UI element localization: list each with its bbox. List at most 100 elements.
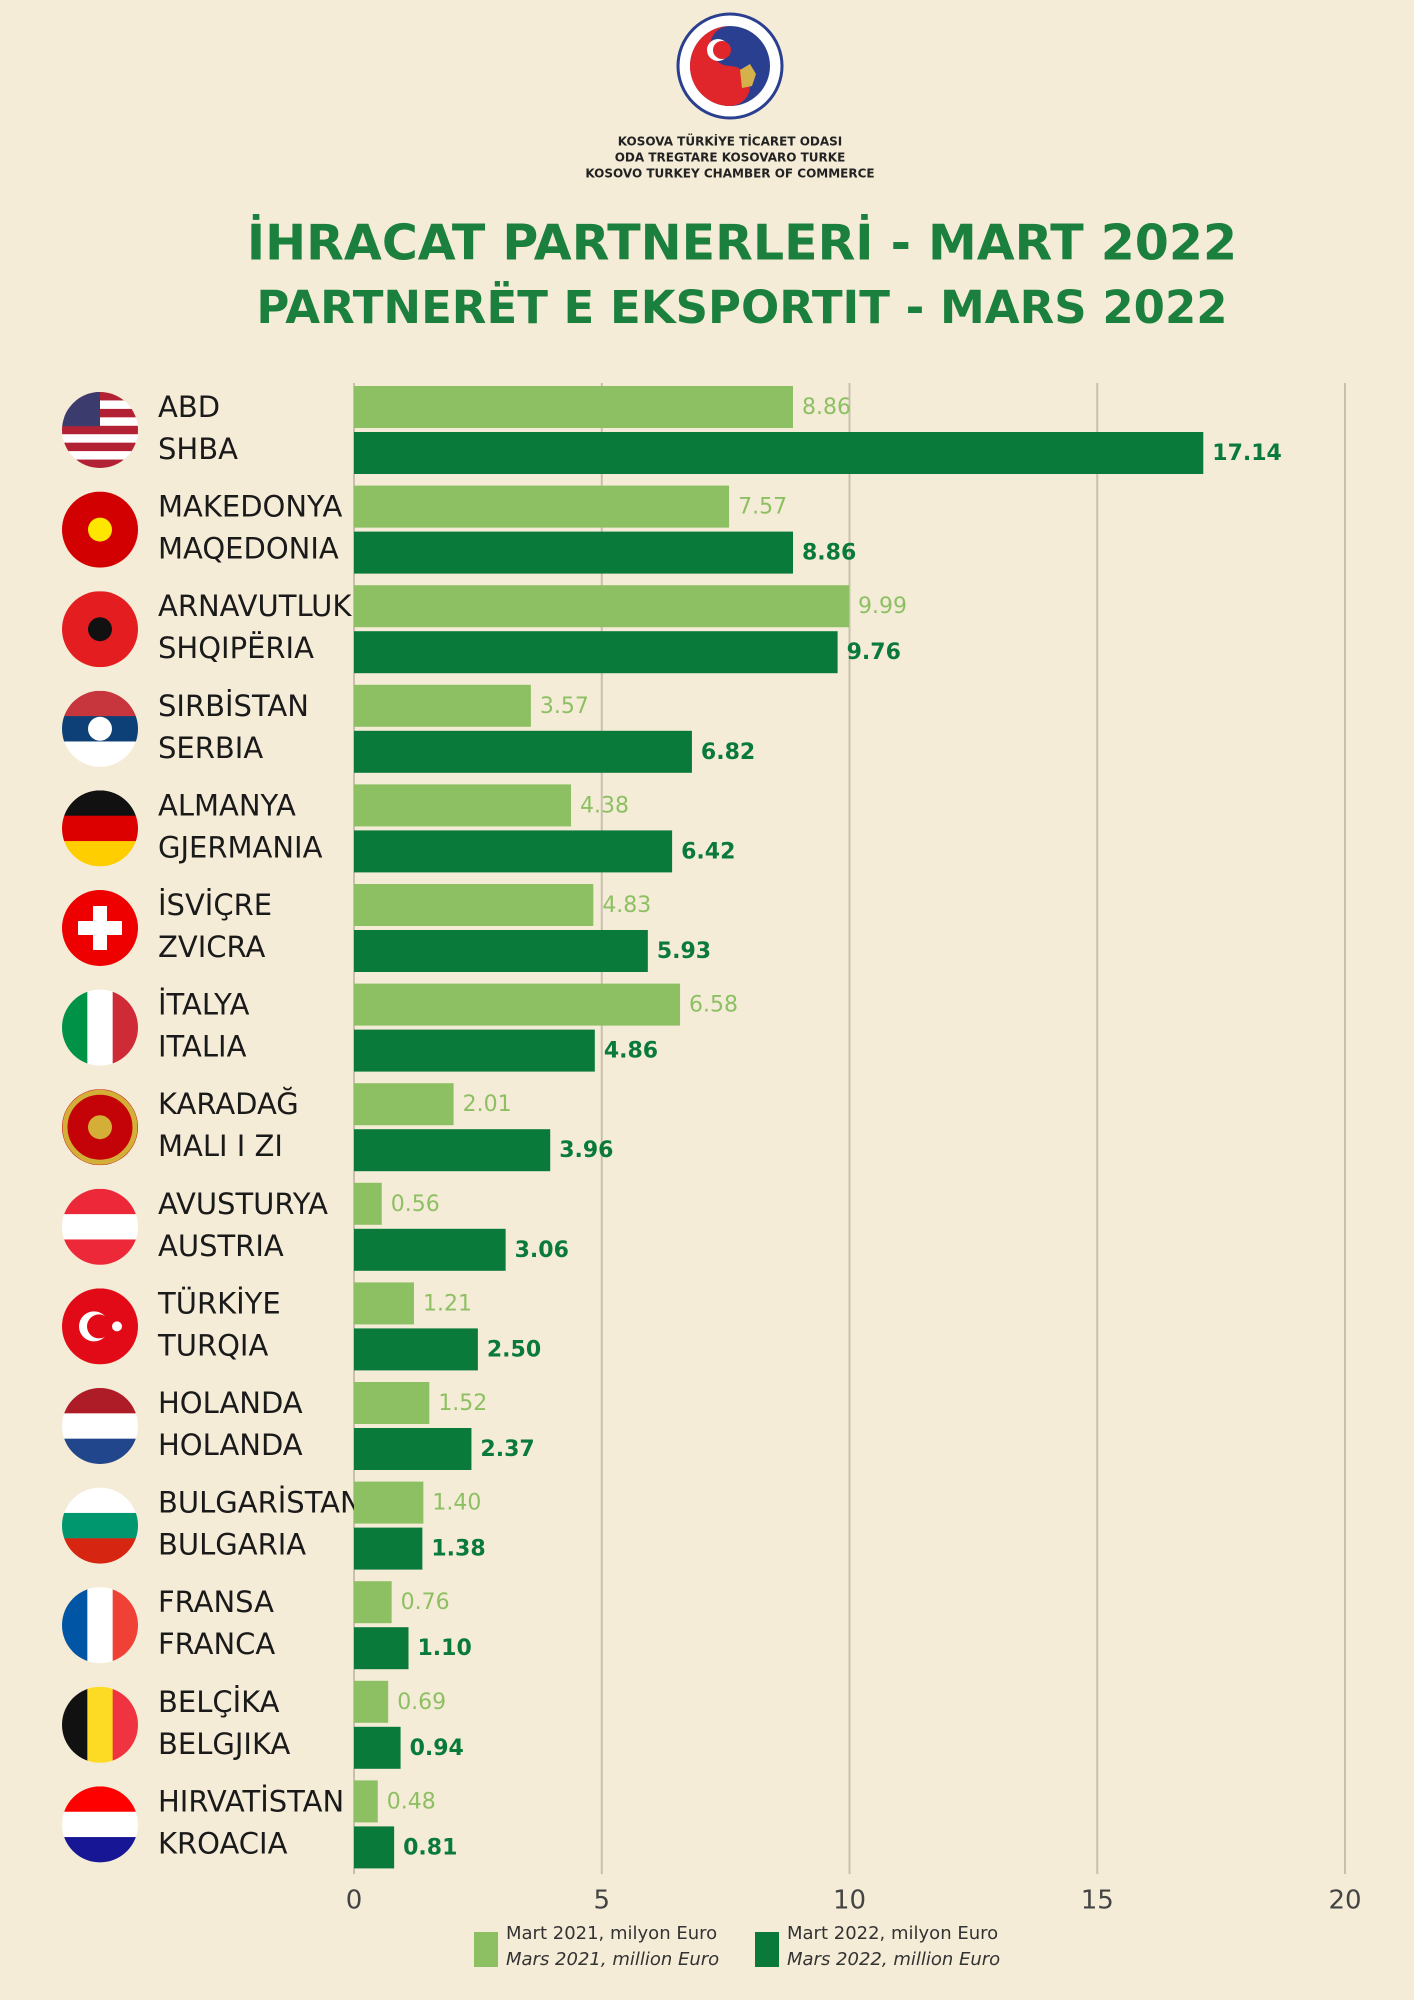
bar — [354, 1182, 382, 1225]
category-label: SERBIA — [158, 731, 263, 765]
flag — [62, 1686, 138, 1763]
x-tick-label: 15 — [1081, 1886, 1114, 1916]
org-names: KOSOVA TÜRKİYE TİCARET ODASI ODA TREGTARE… — [585, 134, 874, 181]
x-tick-label: 0 — [346, 1886, 363, 1916]
flag-star — [112, 1321, 122, 1332]
bar — [354, 1527, 423, 1570]
bar — [354, 1726, 401, 1769]
title: İHRACAT PARTNERLERİ - MART 2022 — [247, 214, 1237, 272]
category-label: BULGARİSTAN — [158, 1486, 362, 1520]
bar — [354, 1382, 430, 1424]
flag-stripe — [62, 434, 138, 444]
flag-cross — [93, 906, 107, 950]
legend-label: Mars 2021, million Euro — [506, 1949, 719, 1970]
bar — [354, 830, 673, 873]
value-label: 1.40 — [432, 1491, 481, 1516]
value-label: 9.76 — [847, 640, 901, 665]
bar — [354, 485, 730, 528]
category-label: SHQIPËRIA — [158, 631, 314, 665]
value-label: 8.86 — [802, 541, 856, 566]
bar — [354, 784, 572, 827]
flag — [62, 1089, 138, 1166]
flag-moon — [87, 1314, 111, 1339]
bar — [354, 1282, 414, 1325]
x-tick-label: 20 — [1328, 1886, 1361, 1916]
value-label: 1.21 — [423, 1291, 472, 1316]
value-label: 3.06 — [515, 1238, 569, 1263]
flag — [62, 1487, 138, 1564]
category-label: BELÇİKA — [158, 1685, 280, 1719]
value-label: 2.50 — [487, 1337, 541, 1362]
category-label: ALMANYA — [158, 788, 296, 822]
flag — [62, 1587, 138, 1664]
bar — [354, 1780, 378, 1823]
flag — [62, 491, 138, 568]
category-label: HOLANDA — [158, 1428, 303, 1462]
flag — [62, 1288, 138, 1365]
legend-swatch — [474, 1932, 498, 1967]
flag-stripe — [62, 442, 138, 452]
flag-stripe — [62, 1214, 138, 1240]
value-label: 4.38 — [580, 793, 629, 818]
value-label: 2.01 — [463, 1092, 512, 1117]
org-line: ODA TREGTARE KOSOVARO TURKE — [615, 151, 846, 165]
bar — [354, 432, 1204, 474]
value-label: 0.81 — [403, 1835, 457, 1860]
value-label: 3.96 — [559, 1138, 613, 1163]
bar — [354, 631, 838, 674]
flag-stripe — [62, 1413, 138, 1440]
value-label: 1.38 — [431, 1537, 485, 1562]
flag — [62, 392, 138, 468]
legend-swatch — [755, 1932, 779, 1967]
category-label: HIRVATİSTAN — [158, 1784, 344, 1818]
category-label: FRANCA — [158, 1627, 275, 1661]
category-label: KROACIA — [158, 1826, 288, 1860]
bar — [354, 1581, 392, 1624]
value-label: 6.58 — [689, 993, 738, 1018]
flag — [62, 890, 138, 966]
bar — [354, 1428, 472, 1470]
flag-emblem — [88, 517, 112, 542]
flag — [62, 591, 138, 668]
flag-stripe — [87, 989, 114, 1066]
bar — [354, 1083, 454, 1126]
category-label: TÜRKİYE — [157, 1286, 281, 1320]
logo — [676, 12, 784, 120]
flag-stripe — [62, 1512, 138, 1539]
flag — [62, 690, 138, 767]
category-label: ITALIA — [158, 1030, 247, 1064]
flag — [62, 790, 138, 867]
category-label: SIRBİSTAN — [158, 689, 309, 723]
org-line: KOSOVO TURKEY CHAMBER OF COMMERCE — [585, 167, 874, 181]
value-label: 3.57 — [540, 694, 589, 719]
category-label: FRANSA — [158, 1585, 274, 1619]
x-tick-label: 5 — [593, 1886, 610, 1916]
bar — [354, 531, 794, 574]
category-label: SHBA — [158, 432, 238, 466]
legend-label: Mars 2022, million Euro — [787, 1949, 1000, 1970]
bar — [354, 983, 681, 1026]
category-label: BULGARIA — [158, 1528, 306, 1562]
category-label: GJERMANIA — [158, 830, 323, 864]
value-label: 6.42 — [681, 839, 735, 864]
bar — [354, 386, 794, 428]
value-label: 2.37 — [480, 1437, 534, 1462]
flag-stripe — [62, 451, 138, 461]
value-label: 0.56 — [391, 1192, 440, 1217]
category-label: İTALYA — [158, 988, 250, 1022]
flag-stripe — [87, 1587, 114, 1664]
flag-stripe — [62, 425, 138, 435]
bar — [354, 1228, 506, 1271]
bar — [354, 1627, 409, 1670]
value-label: 8.86 — [802, 395, 851, 420]
bar — [354, 730, 692, 773]
value-label: 5.93 — [657, 939, 711, 964]
subtitle: PARTNERËT E EKSPORTIT - MARS 2022 — [256, 281, 1227, 334]
value-label: 4.86 — [604, 1039, 658, 1064]
category-label: HOLANDA — [158, 1386, 303, 1420]
category-label: AUSTRIA — [158, 1229, 284, 1263]
category-label: MAKEDONYA — [158, 490, 343, 524]
category-label: ARNAVUTLUK — [158, 589, 352, 623]
category-label: ABD — [158, 390, 220, 424]
